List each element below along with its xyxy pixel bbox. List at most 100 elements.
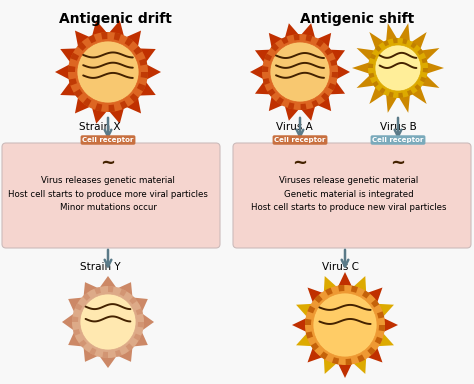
Polygon shape [142, 313, 154, 331]
Polygon shape [126, 97, 141, 113]
Wedge shape [77, 42, 86, 51]
Polygon shape [118, 347, 132, 362]
Wedge shape [68, 66, 75, 72]
Polygon shape [255, 50, 271, 63]
Polygon shape [420, 74, 439, 88]
Wedge shape [367, 347, 375, 355]
Polygon shape [369, 86, 386, 104]
Wedge shape [120, 101, 128, 109]
Wedge shape [125, 37, 133, 46]
Wedge shape [351, 286, 358, 293]
Wedge shape [83, 98, 91, 107]
Polygon shape [366, 346, 383, 362]
Wedge shape [375, 337, 383, 344]
Wedge shape [267, 88, 275, 96]
Text: Strain Y: Strain Y [80, 262, 120, 272]
Wedge shape [417, 49, 424, 55]
Wedge shape [136, 308, 143, 315]
Circle shape [72, 286, 144, 358]
Polygon shape [296, 304, 313, 318]
Wedge shape [271, 43, 279, 51]
Polygon shape [100, 356, 117, 368]
Polygon shape [301, 23, 315, 38]
Wedge shape [414, 84, 421, 91]
Wedge shape [372, 81, 379, 87]
Polygon shape [92, 108, 107, 124]
Wedge shape [328, 83, 336, 90]
Text: ~: ~ [100, 154, 116, 172]
Wedge shape [69, 78, 77, 86]
Polygon shape [386, 93, 398, 113]
Wedge shape [369, 73, 374, 78]
Circle shape [80, 294, 136, 350]
Wedge shape [139, 58, 147, 66]
Wedge shape [368, 63, 374, 68]
Polygon shape [376, 304, 394, 318]
Wedge shape [423, 68, 428, 73]
Wedge shape [377, 311, 384, 318]
Wedge shape [89, 348, 97, 355]
Circle shape [262, 34, 338, 110]
Polygon shape [317, 33, 331, 48]
Text: Cell receptor: Cell receptor [372, 137, 424, 143]
Wedge shape [316, 39, 324, 47]
Wedge shape [388, 92, 394, 98]
Polygon shape [420, 48, 439, 62]
Polygon shape [352, 276, 366, 293]
Polygon shape [301, 106, 315, 121]
Polygon shape [109, 20, 124, 36]
Wedge shape [379, 88, 385, 94]
Wedge shape [314, 295, 323, 303]
Polygon shape [68, 331, 83, 346]
Wedge shape [346, 359, 352, 365]
Wedge shape [379, 325, 385, 331]
Polygon shape [352, 62, 371, 74]
Polygon shape [109, 108, 124, 124]
Text: Virus A: Virus A [275, 122, 312, 132]
Polygon shape [292, 318, 308, 333]
Polygon shape [308, 288, 324, 304]
Wedge shape [281, 36, 289, 44]
Circle shape [375, 45, 421, 91]
Circle shape [305, 285, 385, 365]
Wedge shape [101, 32, 108, 40]
Polygon shape [92, 20, 107, 36]
Polygon shape [410, 32, 427, 50]
Wedge shape [137, 83, 146, 91]
Circle shape [368, 38, 428, 98]
Wedge shape [371, 299, 379, 308]
Wedge shape [357, 354, 365, 362]
Polygon shape [83, 282, 99, 297]
Wedge shape [308, 306, 315, 313]
FancyBboxPatch shape [2, 143, 220, 248]
Circle shape [313, 293, 377, 357]
Polygon shape [75, 31, 90, 47]
Polygon shape [146, 64, 161, 80]
Wedge shape [137, 322, 144, 328]
Wedge shape [115, 350, 122, 357]
Polygon shape [139, 48, 156, 62]
Wedge shape [362, 290, 370, 299]
Wedge shape [262, 66, 268, 72]
Polygon shape [376, 332, 394, 346]
Wedge shape [320, 351, 328, 360]
Wedge shape [330, 59, 337, 66]
Polygon shape [366, 288, 383, 304]
Polygon shape [337, 272, 353, 288]
Polygon shape [55, 64, 70, 80]
Text: ~: ~ [292, 154, 308, 172]
Text: Cell receptor: Cell receptor [274, 137, 326, 143]
Polygon shape [100, 276, 117, 288]
Wedge shape [130, 93, 138, 102]
Wedge shape [71, 53, 79, 61]
Wedge shape [134, 333, 141, 341]
Polygon shape [296, 332, 313, 346]
Polygon shape [329, 50, 345, 63]
Circle shape [77, 41, 139, 103]
Wedge shape [288, 102, 294, 109]
Text: Antigenic shift: Antigenic shift [300, 12, 414, 26]
Wedge shape [73, 329, 80, 336]
Wedge shape [126, 343, 134, 351]
Wedge shape [311, 100, 319, 108]
Wedge shape [102, 352, 108, 358]
